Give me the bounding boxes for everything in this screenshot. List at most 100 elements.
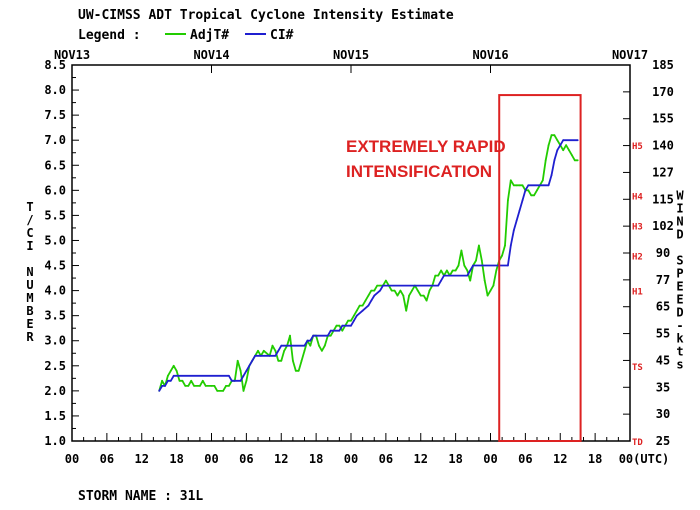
category-label: H5	[632, 142, 643, 152]
annotation-line-2: INTENSIFICATION	[346, 162, 492, 181]
data-point	[501, 254, 503, 257]
data-point	[228, 385, 230, 387]
y-tick-label-right: 25	[656, 434, 670, 448]
data-point	[437, 274, 440, 277]
axis-title-char: D	[676, 306, 683, 320]
data-point	[350, 324, 352, 327]
data-point	[323, 344, 326, 347]
data-point	[222, 390, 225, 392]
data-point	[236, 359, 239, 362]
axis-title-char: R	[26, 330, 34, 344]
category-label: TD	[632, 438, 643, 448]
data-point	[329, 334, 332, 337]
data-point	[571, 154, 573, 157]
data-point	[390, 289, 393, 292]
data-point	[338, 329, 341, 332]
data-point	[472, 264, 474, 267]
data-point	[187, 385, 190, 387]
data-point	[373, 289, 376, 292]
x-tick-label: 00(UTC)	[619, 452, 670, 466]
data-point	[370, 299, 373, 302]
axis-title-char: B	[26, 304, 33, 318]
data-point	[463, 264, 466, 267]
y-tick-label-right: 115	[652, 192, 674, 206]
data-point	[480, 259, 483, 262]
y-tick-label-left: 5.5	[44, 208, 66, 222]
data-point	[355, 309, 358, 312]
data-point	[504, 244, 506, 247]
data-point	[230, 379, 233, 382]
data-point	[326, 334, 329, 337]
data-point	[277, 359, 280, 362]
data-point	[483, 279, 486, 282]
axis-title-char: N	[676, 215, 683, 229]
data-point	[536, 189, 538, 192]
data-point	[283, 349, 286, 352]
data-point	[239, 379, 242, 382]
data-point	[469, 279, 472, 282]
data-point	[454, 269, 457, 272]
data-point	[309, 344, 312, 347]
y-tick-label-right: 30	[656, 407, 670, 421]
data-point	[184, 385, 187, 387]
legend: AdjT# CI#	[165, 28, 294, 43]
data-point	[547, 184, 550, 187]
data-point	[361, 309, 364, 312]
annotation-line-1: EXTREMELY RAPID	[346, 137, 506, 156]
data-point	[175, 369, 178, 372]
date-label: NOV17	[612, 48, 648, 62]
x-tick-label: 06	[239, 452, 253, 466]
x-tick-label: 12	[553, 452, 567, 466]
data-point	[228, 374, 230, 377]
data-point	[216, 390, 219, 392]
x-tick-label: 18	[309, 452, 323, 466]
data-point	[507, 199, 509, 202]
data-point	[242, 390, 245, 392]
axis-title-char: N	[26, 265, 33, 279]
data-point	[274, 349, 277, 352]
x-tick-label: 12	[135, 452, 149, 466]
axis-title-char: E	[26, 317, 33, 331]
data-point	[553, 159, 556, 162]
data-point	[303, 344, 306, 347]
data-point	[405, 309, 408, 312]
axis-title-char: E	[676, 280, 683, 294]
axis-title-char: -	[676, 319, 683, 333]
y-tick-label-right: 65	[656, 300, 670, 314]
data-point	[280, 359, 283, 362]
data-point	[518, 184, 521, 187]
axis-title-char: C	[26, 226, 33, 240]
data-point	[515, 184, 518, 187]
data-point	[233, 379, 236, 382]
legend-label: Legend :	[78, 28, 141, 43]
date-label: NOV14	[193, 48, 229, 62]
series-lines	[158, 134, 579, 392]
data-point	[550, 174, 553, 177]
category-label: H2	[632, 253, 643, 263]
data-point	[547, 144, 550, 147]
data-point	[367, 304, 370, 307]
data-point	[527, 189, 530, 192]
data-point	[553, 134, 556, 137]
axis-title-char: P	[676, 267, 683, 281]
x-tick-label: 18	[169, 452, 183, 466]
axis-title-char: k	[676, 332, 684, 346]
y-tick-label-left: 3.0	[44, 334, 66, 348]
legend-label-adjt: AdjT#	[190, 28, 229, 43]
data-point	[248, 364, 251, 367]
data-point	[469, 269, 472, 272]
data-point	[437, 284, 440, 287]
data-point	[556, 149, 559, 152]
y-tick-label-right: 35	[656, 380, 670, 394]
x-tick-label: 00	[483, 452, 497, 466]
data-point	[512, 184, 515, 187]
data-point	[303, 349, 306, 352]
y-tick-label-left: 8.0	[44, 83, 66, 97]
y-tick-label-right: 90	[656, 246, 670, 260]
axis-title-char: I	[26, 239, 33, 253]
y-tick-label-left: 1.0	[44, 434, 66, 448]
x-tick-label: 06	[100, 452, 114, 466]
data-point	[300, 359, 303, 362]
